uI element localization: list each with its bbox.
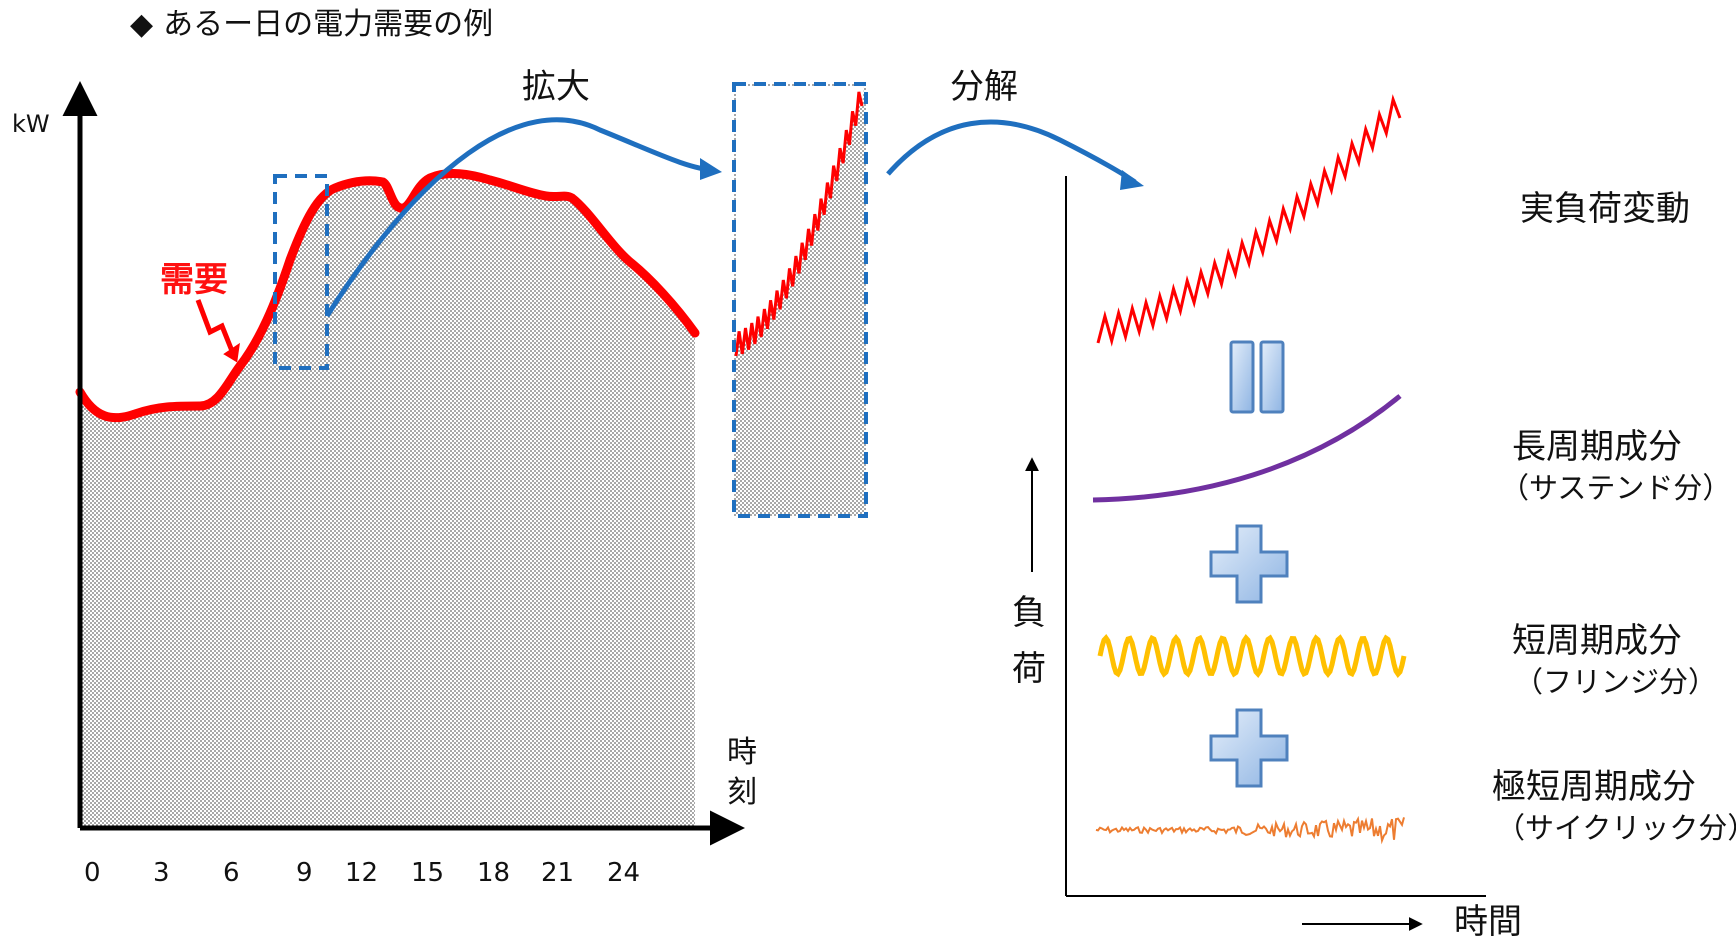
demand-curve (75, 169, 700, 423)
component-sub-short: （フリンジ分） (1514, 665, 1718, 699)
x-tick: 3 (153, 858, 170, 888)
x-tick: 15 (411, 858, 445, 888)
component-name-long: 長周期成分 (1512, 427, 1682, 467)
x-tick: 12 (345, 858, 379, 888)
page-title: ◆ あるー日の電力需要の例 (130, 10, 493, 40)
very-short-period-curve (1095, 815, 1405, 845)
decompose-label: 分解 (950, 67, 1018, 107)
load-label-1: 負 (1012, 593, 1046, 633)
y-axis-label: kW (12, 110, 50, 138)
load-label-2: 荷 (1012, 649, 1046, 689)
equals-icon (1229, 340, 1285, 414)
time-label: 時間 (1454, 902, 1522, 942)
component-name-short: 短周期成分 (1512, 621, 1682, 661)
x-tick: 24 (607, 858, 641, 888)
title-text: あるー日の電力需要の例 (163, 7, 494, 42)
plus-icon (1209, 708, 1289, 788)
component-name-real: 実負荷変動 (1520, 189, 1690, 229)
diamond-bullet-icon: ◆ (130, 7, 154, 42)
real-load-curve (1096, 94, 1402, 347)
zoomed-demand-top (736, 86, 864, 356)
component-sub-very-short: （サイクリック分） (1496, 811, 1736, 845)
decompose-arrow (886, 119, 1137, 185)
zoomed-demand-curve (734, 91, 864, 357)
zoom-arrow (324, 117, 716, 318)
zoom-label: 拡大 (522, 67, 590, 107)
demand-pointer-arrow (195, 299, 237, 357)
long-period-curve (1092, 394, 1402, 503)
component-name-very-short: 極短周期成分 (1492, 767, 1696, 807)
x-axis-label-2: 刻 (727, 775, 757, 810)
zoomed-box (732, 82, 868, 518)
component-sub-long: （サステンド分） (1500, 471, 1732, 505)
zoom-region-box (273, 174, 329, 370)
x-tick: 9 (296, 858, 313, 888)
x-tick: 6 (223, 858, 240, 888)
x-tick: 0 (84, 858, 101, 888)
demand-area-fill (80, 173, 695, 828)
demand-label: 需要 (160, 260, 228, 300)
plus-icon (1209, 524, 1289, 604)
x-tick: 21 (541, 858, 575, 888)
x-tick: 18 (477, 858, 511, 888)
x-axis-label-1: 時 (727, 735, 757, 770)
short-period-curve (1097, 633, 1407, 679)
